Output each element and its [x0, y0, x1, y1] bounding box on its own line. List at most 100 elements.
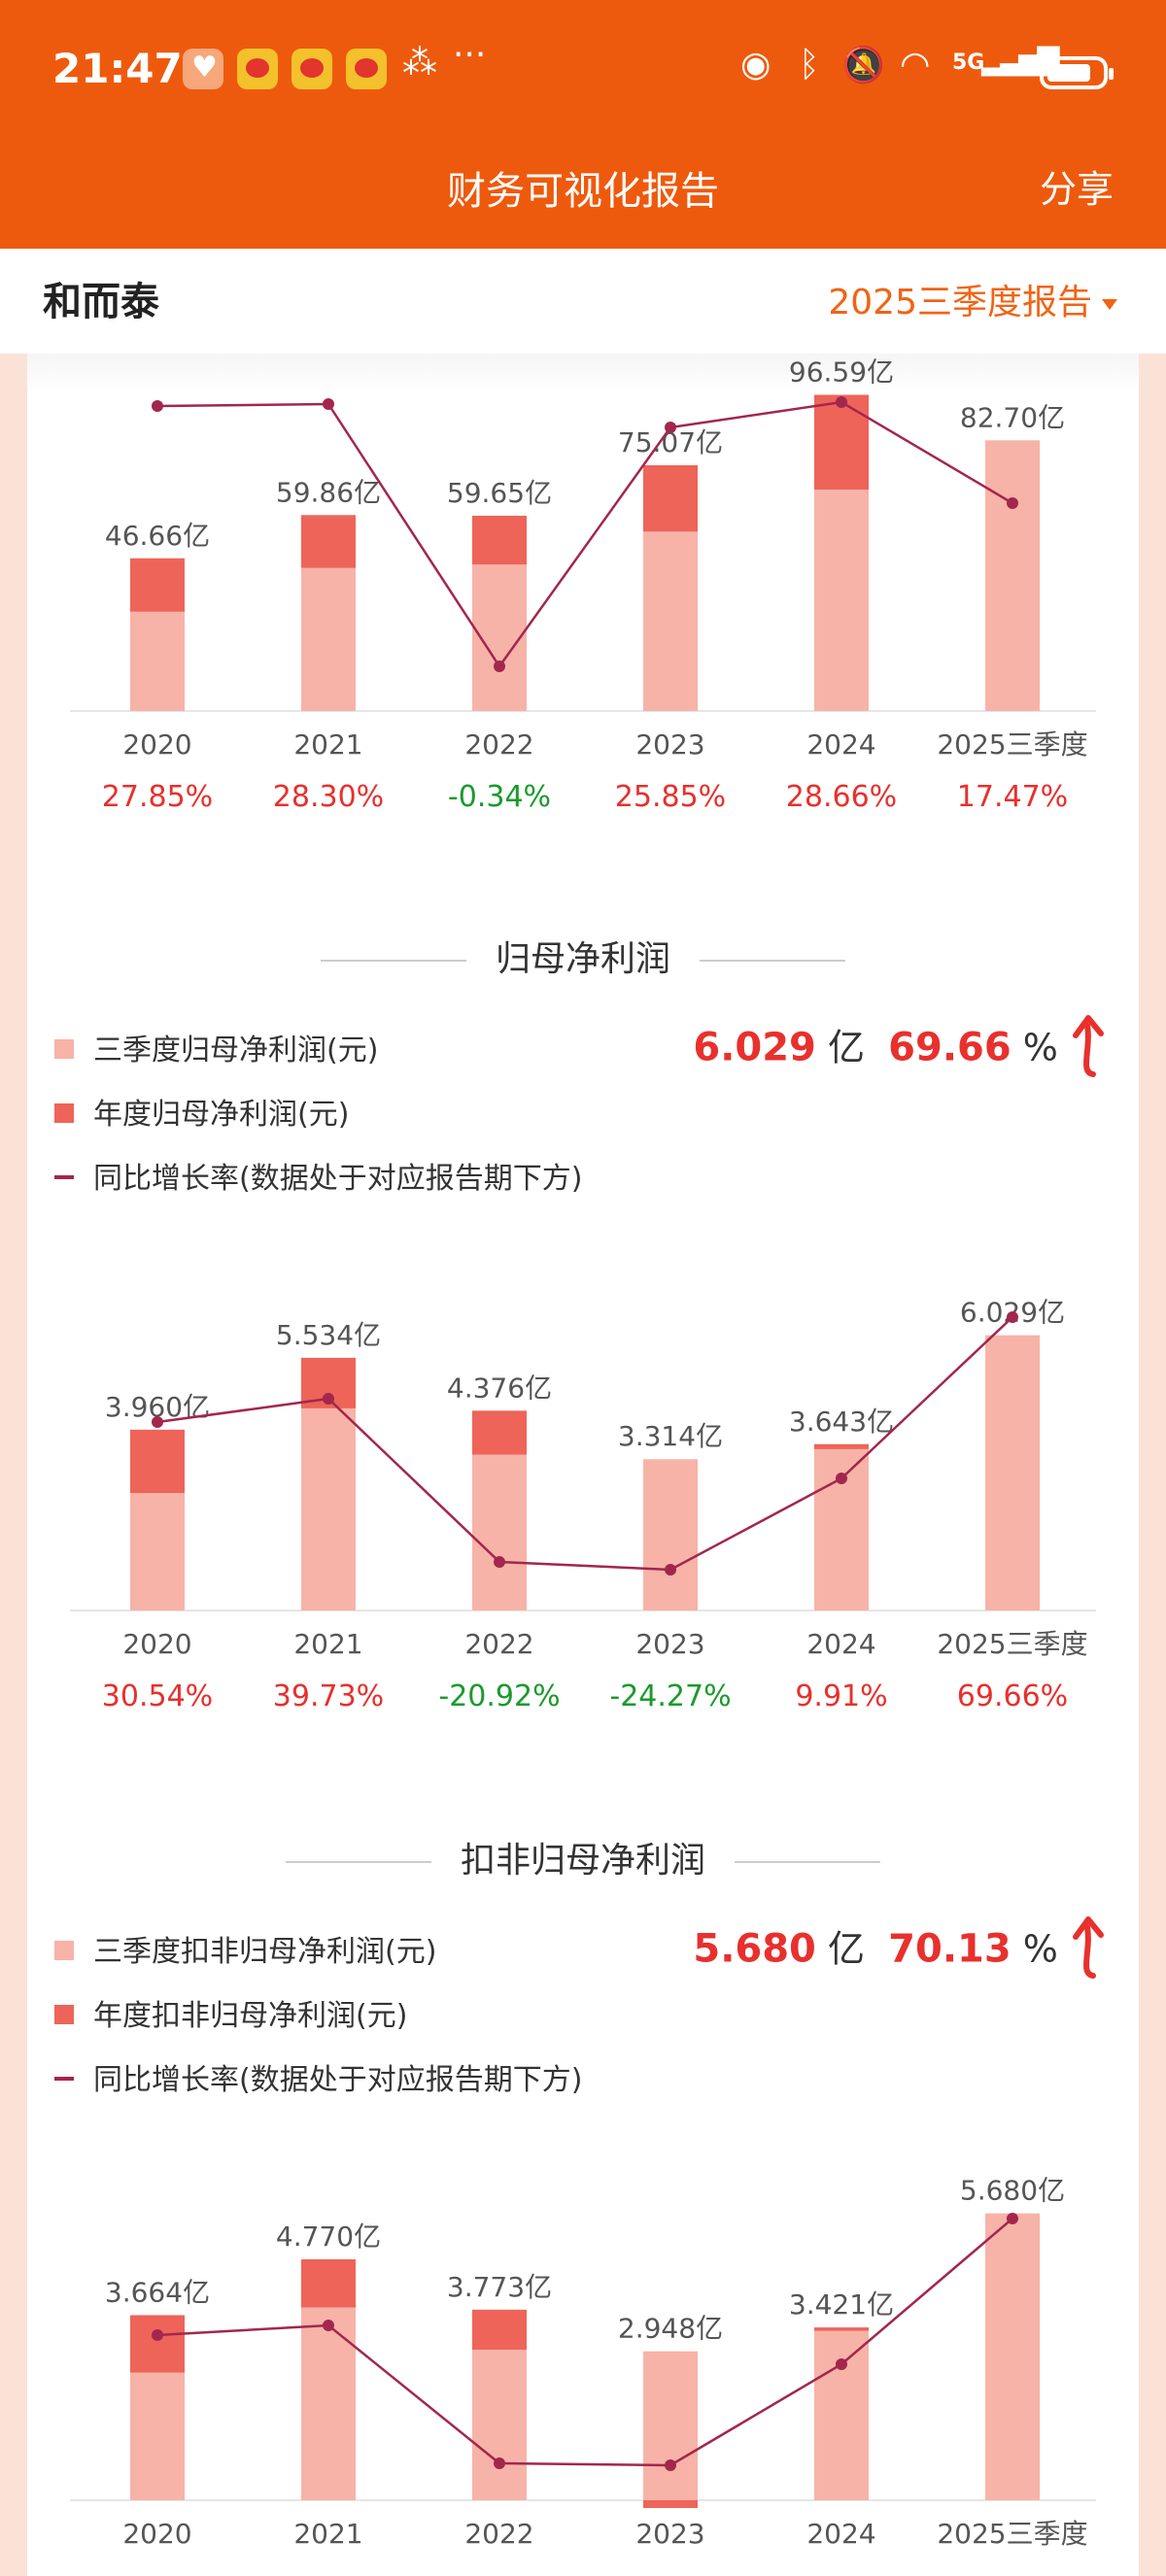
net-profit-growth-label: -20.92%: [438, 1679, 560, 1713]
bluetooth-icon: ᛒ: [799, 45, 820, 85]
revenue-growth-label: 28.66%: [786, 780, 897, 814]
revenue-annual-bar: [643, 465, 698, 532]
revenue-value-label: 46.66亿: [105, 520, 210, 552]
revenue-annual-bar: [814, 394, 869, 491]
revenue-growth-point: [152, 400, 163, 412]
legend-q3-net-profit: 三季度归母净利润(元): [54, 1026, 378, 1068]
network-type-label: 5G: [952, 51, 985, 75]
deducted-profit-annual-bar: [814, 2327, 869, 2331]
deducted-profit-annual-bar: [130, 2315, 185, 2373]
health-app-icon: [183, 49, 223, 89]
revenue-value-label: 82.70亿: [960, 401, 1065, 433]
net-profit-growth-point: [1007, 1311, 1018, 1323]
net-profit-q3-bar: [985, 1335, 1040, 1610]
revenue-x-tick-label: 2024: [806, 729, 875, 761]
net-profit-q3-bar: [472, 1454, 527, 1610]
legend-annual-deducted-profit: 年度扣非归母净利润(元): [54, 1991, 407, 2034]
weibo-notification-icon: [292, 49, 332, 89]
net-profit-growth-label: 9.91%: [795, 1679, 887, 1713]
revenue-annual-bar: [301, 515, 356, 568]
deducted-profit-q3-bar: [985, 2213, 1040, 2500]
deducted-profit-x-tick-label: 2022: [464, 2518, 533, 2550]
net-profit-summary: 6.029 亿 69.66 %: [693, 1015, 1113, 1084]
deducted-profit-value-label: 5.680亿: [960, 2175, 1065, 2207]
net-profit-q3-bar: [130, 1493, 185, 1610]
net-profit-growth-label: -24.27%: [609, 1679, 731, 1713]
revenue-annual-bar: [472, 515, 527, 565]
revenue-growth-point: [1007, 497, 1018, 509]
net-profit-growth-label: 69.66%: [957, 1679, 1068, 1713]
net-profit-growth-point: [323, 1393, 334, 1405]
legend-annual-net-profit: 年度归母净利润(元): [54, 1090, 349, 1133]
app-grid-icon: ⁂: [402, 43, 437, 83]
net-profit-annual-bar: [130, 1429, 185, 1494]
net-profit-growth-label: 30.54%: [102, 1679, 213, 1713]
deducted-profit-annual-bar: [301, 2258, 356, 2308]
deducted-profit-x-tick-label: 2025三季度: [937, 2518, 1087, 2550]
deducted-profit-growth-point: [665, 2459, 676, 2471]
net-profit-q3-bar: [301, 1407, 356, 1610]
legend-q3-deducted-profit: 三季度扣非归母净利润(元): [54, 1927, 436, 1970]
net-profit-q3-bar: [643, 1459, 698, 1610]
net-profit-growth-point: [836, 1473, 847, 1484]
status-time: 21:47: [52, 45, 183, 92]
net-profit-value-label: 3.643亿: [789, 1406, 894, 1438]
company-name: 和而泰: [43, 280, 159, 324]
more-notifications-icon: ···: [453, 35, 487, 75]
net-profit-annual-bar: [814, 1443, 869, 1449]
battery-icon: [1040, 56, 1114, 89]
revenue-growth-label: 28.30%: [273, 780, 384, 814]
report-period-selector[interactable]: 2025三季度报告: [828, 274, 1117, 324]
revenue-q3-bar: [985, 440, 1040, 711]
deducted-profit-summary: 5.680 亿 70.13 %: [693, 1916, 1113, 1985]
net-profit-x-tick-label: 2023: [635, 1628, 704, 1660]
revenue-value-label: 59.65亿: [447, 477, 552, 509]
revenue-q3-bar: [643, 531, 698, 711]
revenue-x-tick-label: 2023: [635, 729, 704, 761]
net-profit-value-label: 5.534亿: [276, 1319, 381, 1351]
revenue-growth-point: [323, 398, 334, 410]
deducted-profit-x-tick-label: 2024: [806, 2518, 875, 2550]
legend-growth-rate: 同比增长率(数据处于对应报告期下方): [54, 2055, 582, 2098]
revenue-growth-point: [494, 661, 505, 672]
up-arrow-icon: [1073, 1015, 1104, 1077]
deducted-profit-growth-point: [836, 2358, 847, 2370]
content-card: [27, 354, 1139, 2576]
revenue-annual-bar: [130, 558, 185, 612]
deducted-profit-x-tick-label: 2020: [122, 2518, 191, 2550]
legend-growth-rate: 同比增长率(数据处于对应报告期下方): [54, 1154, 582, 1197]
deducted-profit-annual-bar: [472, 2309, 527, 2351]
deducted-profit-x-tick-label: 2023: [635, 2518, 704, 2550]
deducted-profit-growth-line: [156, 2218, 1013, 2467]
deducted-profit-q3-bar: [301, 2307, 356, 2500]
net-profit-growth-line: [156, 1316, 1013, 1572]
deducted-profit-value-label: 2.948亿: [618, 2313, 723, 2345]
deducted-profit-growth-point: [1007, 2213, 1018, 2224]
deducted-profit-q3-bar: [130, 2372, 185, 2500]
weibo-notification-icon: [237, 49, 278, 89]
share-button[interactable]: 分享: [1039, 168, 1114, 211]
eye-icon: ◉: [740, 45, 772, 85]
up-arrow-icon: [1073, 1916, 1104, 1979]
mute-icon: 🔕: [841, 46, 885, 85]
deducted-profit-growth-point: [494, 2457, 505, 2469]
deducted-profit-growth-point: [323, 2320, 334, 2331]
net-profit-x-tick-label: 2024: [806, 1628, 875, 1660]
net-profit-growth-point: [152, 1416, 163, 1428]
revenue-growth-label: -0.34%: [448, 780, 551, 814]
revenue-x-tick-label: 2025三季度: [937, 729, 1087, 761]
net-profit-growth-point: [665, 1564, 676, 1576]
net-profit-value-label: 4.376亿: [447, 1372, 552, 1404]
revenue-q3-bar: [130, 611, 185, 711]
revenue-x-tick-label: 2020: [122, 729, 191, 761]
revenue-growth-label: 25.85%: [615, 780, 726, 814]
revenue-x-tick-label: 2022: [464, 729, 533, 761]
wifi-icon: ◠: [900, 45, 931, 85]
deducted-profit-value-label: 3.421亿: [789, 2288, 894, 2321]
deducted-profit-annual-bar: [643, 2500, 698, 2508]
weibo-notification-icon: [346, 49, 387, 89]
net-profit-x-tick-label: 2020: [122, 1628, 191, 1660]
deducted-profit-x-tick-label: 2021: [293, 2518, 362, 2550]
net-profit-x-tick-label: 2025三季度: [937, 1628, 1087, 1660]
